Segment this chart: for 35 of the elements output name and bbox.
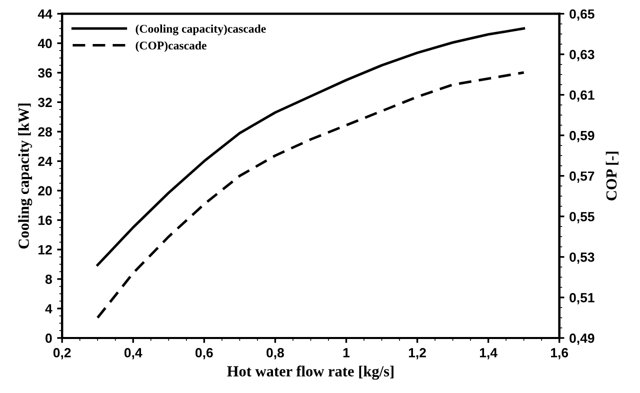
x-axis-title: Hot water flow rate [kg/s]	[227, 366, 394, 380]
line-series	[96, 71, 526, 319]
x-tick-label: 0,6	[196, 348, 213, 360]
y-tick-label: 36	[38, 68, 52, 78]
y-tick-label: 44	[38, 9, 52, 19]
y2-tick-label: 0,59	[570, 130, 594, 142]
y-tick-label: 0	[46, 334, 52, 343]
y-tick-label: 20	[38, 186, 52, 196]
y2-tick-label: 0,63	[570, 50, 594, 62]
y2-axis-title: COP [-]	[606, 152, 619, 200]
x-tick-label: 0,2	[53, 348, 71, 360]
x-tick-label: 0,8	[266, 348, 284, 360]
x-tick-label: 1,4	[480, 348, 498, 360]
x-tick-label: 1,6	[551, 348, 568, 360]
y2-tick-label: 0,55	[570, 212, 594, 224]
x-tick-label: 0,4	[124, 348, 142, 360]
y-tick-label: 40	[38, 38, 52, 48]
y-tick-label: 24	[38, 156, 52, 166]
y2-tick-label: 0,65	[570, 9, 594, 21]
x-tick-label: 1	[343, 348, 350, 358]
y2-tick-label: 0,49	[570, 334, 594, 345]
y-axis-title: Cooling capacity [kW]	[18, 104, 32, 249]
y2-tick-label: 0,53	[570, 252, 594, 264]
y-tick-label: 4	[45, 304, 52, 314]
y-tick-label: 16	[38, 216, 52, 225]
legend-label: (Cooling capacity)cascade	[136, 24, 266, 36]
y2-tick-label: 0,51	[570, 293, 594, 304]
y-tick-label: 8	[45, 274, 52, 284]
legend-label: (COP)cascade	[136, 41, 206, 52]
y-tick-label: 28	[38, 127, 52, 137]
x-tick-label: 1,2	[408, 348, 426, 360]
y2-tick-label: 0,61	[570, 90, 594, 102]
y-tick-label: 32	[38, 98, 52, 108]
y2-tick-label: 0,57	[570, 171, 594, 183]
y-tick-label: 12	[38, 245, 52, 254]
